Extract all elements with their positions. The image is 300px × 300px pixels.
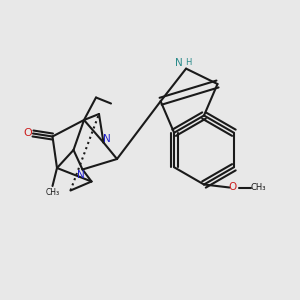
- Text: CH₃: CH₃: [45, 188, 60, 197]
- Text: N: N: [103, 134, 111, 144]
- Text: O: O: [228, 182, 237, 193]
- Text: H: H: [185, 58, 192, 67]
- Text: CH₃: CH₃: [250, 183, 266, 192]
- Text: O: O: [23, 128, 32, 139]
- Text: N: N: [77, 170, 85, 180]
- Text: N: N: [175, 58, 182, 68]
